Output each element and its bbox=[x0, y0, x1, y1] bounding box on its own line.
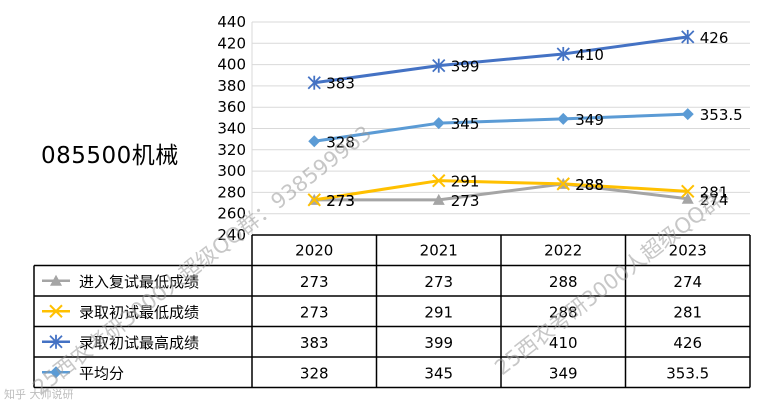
data-point bbox=[432, 173, 446, 188]
data-label: 399 bbox=[451, 58, 480, 76]
data-label: 273 bbox=[451, 192, 480, 210]
x-category-label: 2021 bbox=[420, 241, 458, 259]
series-line bbox=[314, 179, 688, 202]
series-lines bbox=[314, 35, 688, 202]
table-cell: 288 bbox=[549, 273, 578, 291]
legend-entry: 录取初试最高成绩 bbox=[79, 334, 199, 352]
data-point bbox=[681, 108, 694, 121]
table-cell: 273 bbox=[300, 303, 329, 321]
data-label: 345 bbox=[451, 115, 480, 133]
table-cell: 383 bbox=[300, 334, 329, 352]
data-point bbox=[681, 192, 694, 204]
watermark-left: 25西农考研3000人超级QQ群：938599963 bbox=[28, 121, 376, 400]
data-label: 383 bbox=[326, 75, 355, 93]
data-label: 288 bbox=[575, 176, 604, 194]
legend-marker bbox=[49, 334, 63, 349]
y-tick-label: 360 bbox=[217, 98, 246, 116]
series-line bbox=[314, 182, 688, 202]
y-tick-label: 280 bbox=[217, 183, 246, 201]
series-line bbox=[314, 112, 688, 143]
data-label: 273 bbox=[326, 192, 355, 210]
table-cell: 328 bbox=[300, 364, 329, 382]
legend-entry: 平均分 bbox=[79, 364, 124, 382]
legend-marker bbox=[49, 304, 63, 318]
table-cell: 273 bbox=[300, 273, 329, 291]
footer-mark: 知乎 大帅说研 bbox=[4, 388, 74, 401]
table-cell: 291 bbox=[424, 303, 453, 321]
table-cell: 353.5 bbox=[666, 364, 709, 382]
data-point bbox=[307, 193, 321, 207]
table-cell: 399 bbox=[424, 334, 453, 352]
data-point bbox=[681, 184, 695, 199]
series-line bbox=[314, 35, 688, 85]
y-tick-label: 400 bbox=[217, 56, 246, 74]
data-label: 288 bbox=[575, 176, 604, 194]
y-tick-label: 420 bbox=[217, 34, 246, 52]
legend-entry: 进入复试最低成绩 bbox=[79, 273, 199, 291]
data-label: 349 bbox=[575, 111, 604, 129]
legend-marker bbox=[50, 274, 62, 286]
data-point bbox=[308, 135, 321, 148]
data-label: 426 bbox=[700, 29, 729, 47]
series-markers bbox=[307, 29, 695, 207]
table-cell: 349 bbox=[549, 364, 578, 382]
table-cell: 410 bbox=[549, 334, 578, 352]
y-tick-label: 440 bbox=[217, 13, 246, 31]
data-label: 273 bbox=[326, 192, 355, 210]
data-label: 410 bbox=[575, 46, 604, 64]
x-category-label: 2020 bbox=[295, 241, 333, 259]
table-cell: 426 bbox=[673, 334, 702, 352]
data-label: 274 bbox=[700, 191, 729, 209]
data-label: 281 bbox=[700, 183, 729, 201]
data-point bbox=[432, 117, 445, 130]
table-cell: 273 bbox=[424, 273, 453, 291]
table-cell: 281 bbox=[673, 303, 702, 321]
watermark-right: 25西农考研3000人超级QQ群： bbox=[490, 175, 743, 380]
y-tick-label: 340 bbox=[217, 120, 246, 138]
x-category-label: 2023 bbox=[669, 241, 707, 259]
data-point bbox=[432, 193, 445, 205]
y-axis-ticks: 240 260 280 300 320 340 360 380 400 420 440 bbox=[217, 13, 246, 244]
data-point bbox=[681, 29, 695, 44]
table-cell: 345 bbox=[424, 364, 453, 382]
x-category-label: 2022 bbox=[544, 241, 582, 259]
data-point bbox=[556, 177, 570, 191]
data-point bbox=[432, 58, 446, 73]
y-tick-label: 260 bbox=[217, 205, 246, 223]
data-label: 328 bbox=[326, 133, 355, 151]
data-point bbox=[556, 46, 570, 61]
data-label: 291 bbox=[451, 173, 480, 191]
legend-entry: 录取初试最低成绩 bbox=[79, 303, 199, 321]
y-tick-label: 300 bbox=[217, 162, 246, 180]
y-tick-label: 240 bbox=[217, 226, 246, 244]
y-tick-label: 320 bbox=[217, 141, 246, 159]
data-point bbox=[307, 75, 321, 90]
data-label: 353.5 bbox=[700, 106, 743, 124]
table-cell: 288 bbox=[549, 303, 578, 321]
page-title: 085500机械 bbox=[41, 143, 179, 169]
data-table: 2020 2021 2022 2023 273 273 288 274 273 291 288 281… bbox=[33, 234, 751, 389]
legend-marker bbox=[50, 366, 62, 379]
table-cell: 274 bbox=[673, 273, 702, 291]
y-tick-label: 380 bbox=[217, 77, 246, 95]
data-point bbox=[557, 112, 570, 125]
